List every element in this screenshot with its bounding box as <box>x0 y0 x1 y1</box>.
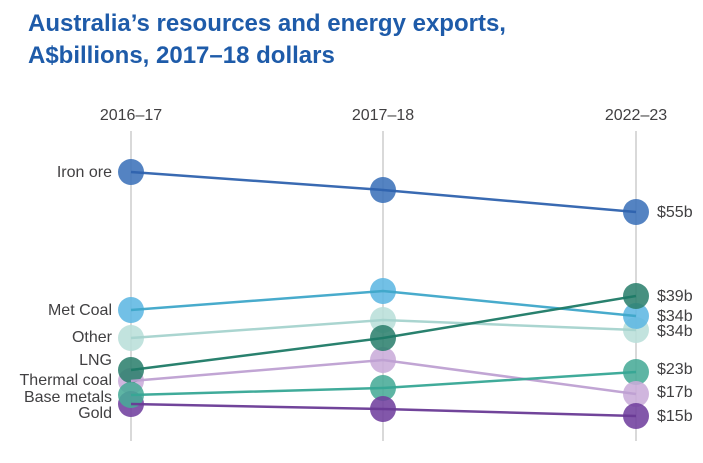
category-label-gold: Gold <box>78 405 112 422</box>
category-label-met-coal: Met Coal <box>48 302 112 319</box>
value-label-met-coal: $34b <box>657 308 693 325</box>
line-lng <box>130 294 637 372</box>
category-label-other: Other <box>72 329 113 346</box>
value-label-iron-ore: $55b <box>657 204 693 221</box>
category-label-thermal-coal: Thermal coal <box>20 372 112 389</box>
line-iron-ore <box>130 170 637 214</box>
column-label-1: 2017–18 <box>352 107 414 124</box>
value-label-thermal-coal: $17b <box>657 384 693 401</box>
column-label-0: 2016–17 <box>100 107 162 124</box>
category-label-lng: LNG <box>79 352 112 369</box>
line-thermal-coal <box>130 358 637 396</box>
value-label-other: $34b <box>657 323 693 340</box>
chart-title-line2: A$billions, 2017–18 dollars <box>28 42 335 69</box>
column-label-2: 2022–23 <box>605 107 667 124</box>
value-label-gold: $15b <box>657 408 693 425</box>
chart-title-line1: Australia’s resources and energy exports… <box>28 10 506 37</box>
chart-title: Australia’s resources and energy exports… <box>28 8 506 72</box>
value-label-lng: $39b <box>657 288 693 305</box>
line-base-metals <box>130 370 637 397</box>
line-other <box>130 318 637 340</box>
line-gold <box>130 402 637 418</box>
category-label-iron-ore: Iron ore <box>57 164 112 181</box>
category-label-base-metals: Base metals <box>24 389 112 406</box>
value-label-base-metals: $23b <box>657 361 693 378</box>
line-met-coal <box>130 289 637 318</box>
